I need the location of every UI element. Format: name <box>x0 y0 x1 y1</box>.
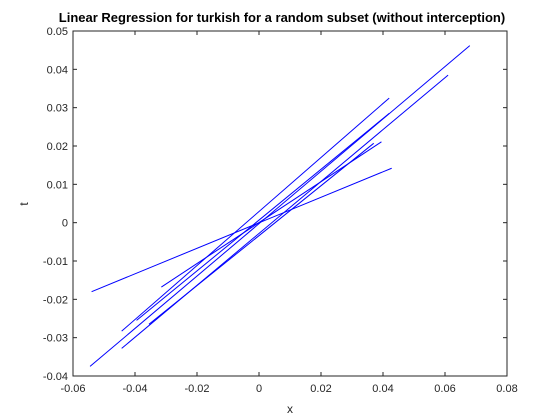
x-tick-label: 0.02 <box>310 383 331 395</box>
x-axis: -0.06 -0.04 -0.02 0 0.02 0.04 0.06 0.08 <box>60 31 518 395</box>
y-tick-label: 0.03 <box>47 103 68 115</box>
regression-line <box>91 167 392 293</box>
chart-title: Linear Regression for turkish for a rand… <box>59 10 505 25</box>
y-axis: -0.04 -0.03 -0.02 -0.01 0 0.01 0.02 0.03 0.04 0.0… <box>43 26 507 383</box>
plot-area <box>72 30 508 377</box>
y-tick-label: 0 <box>62 218 68 230</box>
x-tick-label: -0.06 <box>60 383 85 395</box>
x-tick-label: 0 <box>256 383 262 395</box>
regression-line <box>148 142 375 325</box>
regression-lines <box>89 45 471 367</box>
y-axis-label: t <box>17 202 31 206</box>
regression-line <box>136 113 390 321</box>
y-tick-label: 0.01 <box>47 179 68 191</box>
y-tick-label: 0.04 <box>47 64 68 76</box>
x-axis-label: x <box>287 402 293 416</box>
regression-line <box>121 97 390 332</box>
x-tick-label: 0.06 <box>434 383 455 395</box>
x-tick-label: -0.02 <box>184 383 209 395</box>
regression-line <box>89 45 471 367</box>
y-tick-label: -0.03 <box>43 333 68 345</box>
y-tick-label: -0.01 <box>43 256 68 268</box>
y-tick-label: -0.02 <box>43 294 68 306</box>
x-tick-label: 0.08 <box>496 383 517 395</box>
y-tick-label: -0.04 <box>43 371 68 383</box>
x-tick-label: 0.04 <box>372 383 393 395</box>
y-tick-label: 0.05 <box>47 26 68 38</box>
x-tick-label: -0.04 <box>122 383 147 395</box>
y-tick-label: 0.02 <box>47 141 68 153</box>
